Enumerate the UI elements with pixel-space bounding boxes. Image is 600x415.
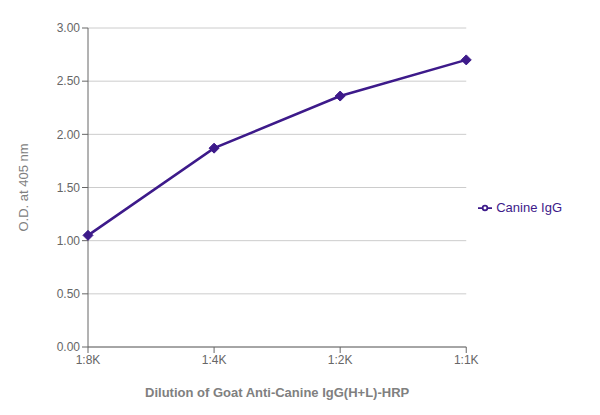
svg-text:2.50: 2.50 <box>57 74 81 88</box>
svg-text:2.00: 2.00 <box>57 128 81 142</box>
html-text:Canine IgG: Canine IgG <box>496 199 562 215</box>
svg-text:Dilution of Goat Anti-Canine I: Dilution of Goat Anti-Canine IgG(H+L)-HR… <box>145 385 410 400</box>
svg-text:1:1K: 1:1K <box>454 353 479 367</box>
svg-text:1:2K: 1:2K <box>328 353 353 367</box>
svg-text:1.00: 1.00 <box>57 234 81 248</box>
svg-text:3.00: 3.00 <box>57 21 81 35</box>
svg-text:O.D. at 405 nm: O.D. at 405 nm <box>16 143 31 231</box>
svg-text:1:4K: 1:4K <box>202 353 227 367</box>
svg-text:0.50: 0.50 <box>57 287 81 301</box>
svg-text:1:8K: 1:8K <box>76 353 101 367</box>
svg-text:0.00: 0.00 <box>57 340 81 354</box>
svg-text:1.50: 1.50 <box>57 181 81 195</box>
